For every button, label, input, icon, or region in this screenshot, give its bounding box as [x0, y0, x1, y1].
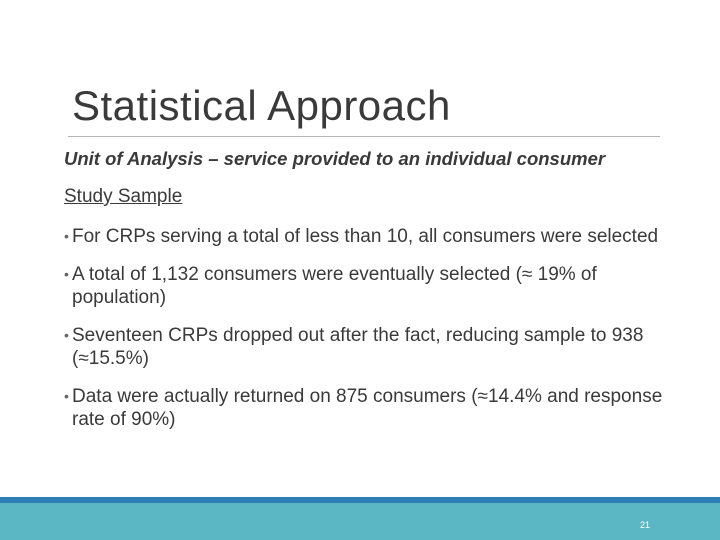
slide-title: Statistical Approach	[72, 82, 451, 129]
unit-of-analysis-heading: Unit of Analysis – service provided to a…	[64, 148, 606, 169]
bullet-icon: •	[64, 265, 69, 282]
page-number: 21	[640, 520, 651, 530]
bullet-item: • Seventeen CRPs dropped out after the f…	[64, 324, 664, 371]
study-sample-subheading: Study Sample	[64, 186, 183, 207]
bullet-item: • For CRPs serving a total of less than …	[64, 225, 664, 249]
bullet-text: A total of 1,132 consumers were eventual…	[72, 263, 597, 309]
bullet-text: For CRPs serving a total of less than 10…	[72, 226, 659, 247]
footer-accent-line	[0, 497, 720, 503]
bullet-list: • For CRPs serving a total of less than …	[64, 225, 664, 446]
footer-band	[0, 503, 720, 540]
bullet-item: • A total of 1,132 consumers were eventu…	[64, 263, 664, 310]
bullet-text: Seventeen CRPs dropped out after the fac…	[72, 324, 644, 370]
bullet-icon: •	[64, 387, 69, 404]
bullet-text: Data were actually returned on 875 consu…	[72, 385, 663, 431]
title-divider	[68, 136, 660, 137]
bullet-icon: •	[64, 326, 69, 343]
bullet-icon: •	[64, 228, 69, 244]
bullet-item: • Data were actually returned on 875 con…	[64, 385, 664, 432]
